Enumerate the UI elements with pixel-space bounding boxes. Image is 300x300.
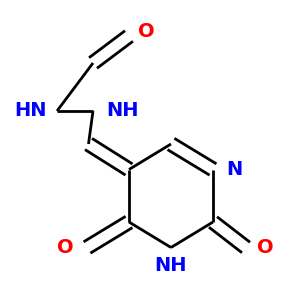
Text: O: O	[57, 238, 74, 257]
Text: N: N	[226, 160, 243, 179]
Text: O: O	[256, 238, 273, 257]
Text: O: O	[138, 22, 154, 41]
Text: NH: NH	[155, 256, 187, 275]
Text: NH: NH	[106, 101, 139, 121]
Text: HN: HN	[14, 101, 46, 121]
